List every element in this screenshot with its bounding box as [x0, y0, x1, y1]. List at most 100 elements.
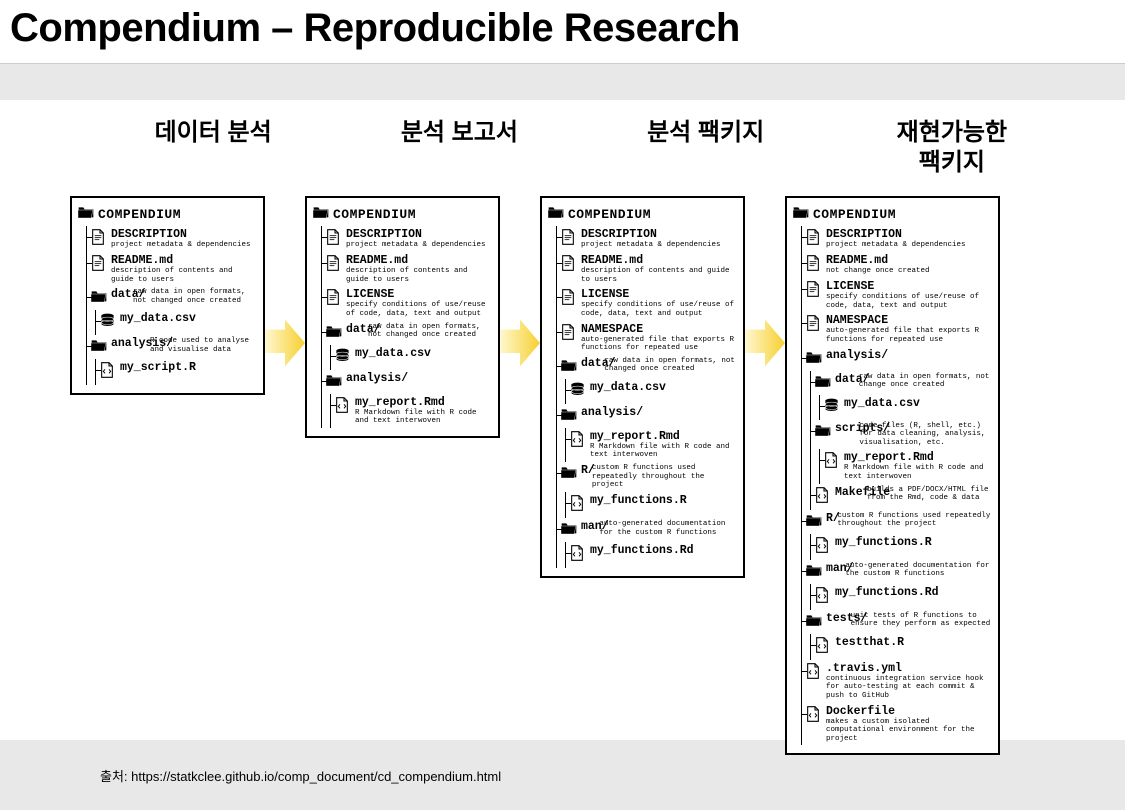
tree-node: my_data.csv — [566, 379, 737, 404]
node-name: LICENSE — [346, 288, 492, 301]
node-desc: description of contents and guide to use… — [346, 267, 492, 284]
node-side-desc: raw data in open formats, not changed on… — [368, 323, 492, 340]
node-desc: continuous integration service hook for … — [826, 675, 992, 701]
tree-node: data/raw data in open formats, not chang… — [557, 355, 737, 379]
page-title: Compendium – Reproducible Research — [10, 6, 1115, 51]
tree-node: analysis/ — [802, 347, 992, 371]
node-name: my_functions.Rd — [835, 586, 939, 599]
code-icon — [570, 545, 586, 566]
col-heading-4: 재현가능한 팩키지 — [829, 118, 1075, 178]
folder-icon — [561, 358, 577, 377]
db-icon — [570, 382, 586, 402]
node-name: .travis.yml — [826, 662, 992, 675]
node-name: my_data.csv — [590, 381, 666, 394]
title-bar: Compendium – Reproducible Research — [0, 0, 1125, 64]
tree-node: NAMESPACEauto-generated file that export… — [557, 321, 737, 355]
node-side-desc: custom R functions used repeatedly throu… — [837, 512, 992, 529]
folder-icon — [815, 423, 831, 442]
tree-node: my_script.R — [96, 359, 257, 385]
tree-node: Makefilebuilds a PDF/DOCX/HTML file from… — [811, 484, 992, 510]
file-icon — [806, 315, 822, 336]
code-icon — [570, 495, 586, 516]
folder-icon — [793, 205, 809, 224]
node-desc: auto-generated file that exports R funct… — [826, 327, 992, 344]
node-name: my_report.Rmd — [844, 451, 992, 464]
node-name: my_script.R — [120, 361, 196, 374]
node-side-desc: code files (R, shell, etc.) for data cle… — [859, 422, 992, 448]
tree-node: README.mdnot change once created — [802, 252, 992, 278]
tree-node: DESCRIPTIONproject metadata & dependenci… — [322, 226, 492, 252]
node-name: README.md — [111, 254, 257, 267]
node-desc: not change once created — [826, 267, 930, 276]
file-icon — [326, 289, 342, 310]
tree-node: my_report.RmdR Markdown file with R code… — [820, 449, 992, 483]
tree-node: README.mddescription of contents and gui… — [87, 252, 257, 286]
node-desc: project metadata & dependencies — [111, 241, 251, 250]
node-name: scripts/ — [835, 422, 856, 435]
file-icon — [806, 229, 822, 250]
node-name: man/ — [826, 562, 842, 575]
tree-node: R/custom R functions used repeatedly thr… — [802, 510, 992, 534]
tree-node: data/raw data in open formats, not chang… — [87, 286, 257, 310]
folder-icon — [806, 563, 822, 582]
node-side-desc: R code used to analyse and visualise dat… — [150, 337, 257, 354]
node-desc: R Markdown file with R code and text int… — [844, 464, 992, 481]
node-name: DESCRIPTION — [346, 228, 486, 241]
tree-node: my_functions.Rd — [566, 542, 737, 568]
node-name: DESCRIPTION — [826, 228, 966, 241]
content-area: 데이터 분석 분석 보고서 분석 팩키지 재현가능한 팩키지 COMPENDIU… — [0, 100, 1125, 740]
node-name: testthat.R — [835, 636, 904, 649]
tree-node: my_report.RmdR Markdown file with R code… — [566, 428, 737, 462]
node-name: my_data.csv — [844, 397, 920, 410]
node-side-desc: custom R functions used repeatedly throu… — [592, 464, 737, 490]
folder-icon — [561, 407, 577, 426]
tree-node: R/custom R functions used repeatedly thr… — [557, 462, 737, 492]
arrow-icon — [745, 316, 785, 370]
node-desc: project metadata & dependencies — [346, 241, 486, 250]
tree-node: testthat.R — [811, 634, 992, 660]
file-icon — [806, 255, 822, 276]
folder-icon — [326, 373, 342, 392]
code-icon — [570, 431, 586, 452]
node-desc: project metadata & dependencies — [826, 241, 966, 250]
folder-icon — [91, 289, 107, 308]
node-name: analysis/ — [826, 349, 888, 362]
col-heading-1: 데이터 분석 — [90, 118, 336, 148]
folder-icon — [326, 324, 342, 343]
code-icon — [335, 397, 351, 418]
tree-node: README.mddescription of contents and gui… — [557, 252, 737, 286]
file-icon — [91, 255, 107, 276]
tree-node: my_functions.R — [811, 534, 992, 560]
folder-icon — [806, 513, 822, 532]
folder-icon — [548, 205, 564, 224]
code-icon — [806, 663, 822, 684]
node-name: README.md — [826, 254, 930, 267]
node-name: LICENSE — [581, 288, 737, 301]
db-icon — [100, 313, 116, 333]
node-name: README.md — [581, 254, 737, 267]
code-icon — [806, 706, 822, 727]
tree-node: analysis/ — [322, 370, 492, 394]
file-icon — [326, 255, 342, 276]
tree-node: data/raw data in open formats, not chang… — [322, 321, 492, 345]
root-label: COMPENDIUM — [813, 207, 896, 222]
file-icon — [806, 281, 822, 302]
code-icon — [815, 487, 831, 508]
folder-icon — [313, 205, 329, 224]
progression-arrow — [745, 316, 785, 375]
node-desc: R Markdown file with R code and text int… — [355, 409, 492, 426]
column-headers: 데이터 분석 분석 보고서 분석 팩키지 재현가능한 팩키지 — [0, 118, 1125, 178]
node-side-desc: auto-generated documentation for the cus… — [599, 520, 737, 537]
node-name: analysis/ — [346, 372, 408, 385]
db-icon — [824, 398, 840, 418]
folder-icon — [561, 465, 577, 484]
node-name: my_data.csv — [120, 312, 196, 325]
folder-icon — [815, 374, 831, 393]
node-desc: project metadata & dependencies — [581, 241, 721, 250]
node-name: DESCRIPTION — [581, 228, 721, 241]
tree-node: LICENSEspecify conditions of use/reuse o… — [802, 278, 992, 312]
folder-icon — [806, 350, 822, 369]
node-desc: R Markdown file with R code and text int… — [590, 443, 737, 460]
file-icon — [561, 289, 577, 310]
compendium-box-3: COMPENDIUMDESCRIPTIONproject metadata & … — [540, 196, 745, 578]
